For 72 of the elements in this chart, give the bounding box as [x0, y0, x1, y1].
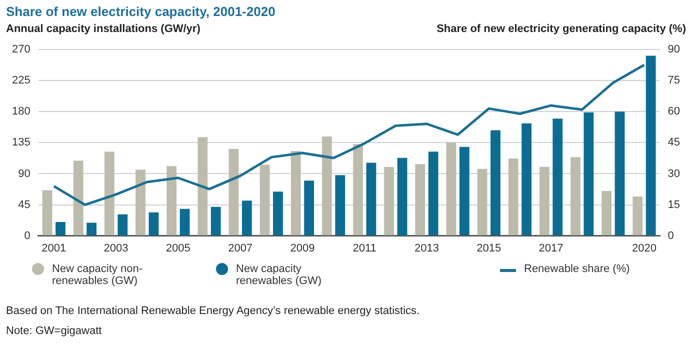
chart-title: Share of new electricity capacity, 2001-2020	[5, 3, 276, 19]
bar	[490, 130, 500, 236]
x-tick-label: 2007	[228, 242, 253, 254]
text: Based on The International Renewable Energy Agency’s renewable energy statistics.	[6, 304, 421, 319]
x-tick-label: 2017	[538, 242, 564, 254]
bar	[73, 160, 84, 236]
y-tick-label: 45	[18, 198, 30, 211]
bar	[228, 148, 239, 236]
bar	[632, 196, 643, 236]
y-tick-label: 270	[12, 44, 30, 56]
bar	[584, 112, 594, 236]
legend-label: New capacity non-renewables (GW)	[52, 263, 144, 287]
y-tick-label: 0	[24, 230, 30, 242]
x-tick-label: 2009	[290, 242, 315, 254]
y2-tick-label: 45	[668, 136, 680, 149]
bar	[322, 136, 332, 236]
x-tick-label: 2005	[166, 242, 190, 254]
bar	[104, 152, 114, 236]
x-tick-label: 2001	[42, 242, 66, 254]
legend-label: Renewable share (%)	[524, 263, 630, 275]
bar	[242, 200, 252, 236]
bar	[210, 206, 221, 236]
y-tick-label: 90	[18, 168, 30, 180]
bar	[260, 164, 270, 236]
bar	[477, 168, 488, 236]
bar	[273, 192, 283, 236]
bar	[148, 212, 159, 236]
legend-label: New capacity renewables (GW)	[236, 263, 323, 287]
bar	[198, 137, 208, 236]
bar	[614, 112, 625, 236]
bar	[335, 175, 346, 236]
x-tick-label: 2015	[476, 242, 502, 254]
y-tick-label: 225	[12, 74, 30, 87]
bar	[428, 152, 438, 236]
bar	[180, 208, 190, 236]
bar	[384, 166, 394, 236]
bar	[522, 123, 532, 236]
y2-tick-label: 60	[668, 106, 680, 118]
text: Note: GW=gigawatt	[6, 324, 103, 339]
bar	[136, 170, 146, 236]
bar	[602, 190, 612, 236]
y2-tick-label: 0	[668, 230, 674, 242]
bar	[353, 144, 363, 236]
bar	[508, 158, 518, 236]
y-axis-title: Annual capacity installations (GW/yr)	[6, 23, 200, 35]
bar	[552, 118, 563, 236]
bar	[42, 190, 52, 236]
bar	[539, 166, 550, 236]
bar	[304, 180, 314, 236]
bar	[166, 166, 177, 236]
bar	[459, 146, 470, 236]
x-tick-label: 2013	[414, 242, 439, 254]
bar	[366, 162, 376, 236]
y2-tick-label: 15	[668, 198, 680, 211]
bar	[118, 214, 128, 236]
y2-tick-label: 90	[668, 44, 680, 56]
x-tick-label: 2020	[632, 242, 656, 254]
y2-tick-label: 75	[668, 74, 680, 87]
y-tick-label: 180	[12, 106, 30, 118]
y-tick-label: 135	[12, 136, 30, 149]
x-tick-label: 2003	[104, 242, 128, 254]
bar	[446, 142, 456, 236]
bar	[415, 164, 426, 236]
bar	[646, 56, 656, 236]
bar	[397, 158, 408, 236]
y2-axis-title: Share of new electricity generating capacity (%)	[436, 23, 686, 35]
x-tick-label: 2011	[352, 242, 376, 254]
bar	[86, 222, 97, 236]
bar	[56, 222, 66, 236]
bar	[290, 150, 301, 236]
bar	[570, 157, 580, 236]
y2-tick-label: 30	[668, 168, 680, 180]
